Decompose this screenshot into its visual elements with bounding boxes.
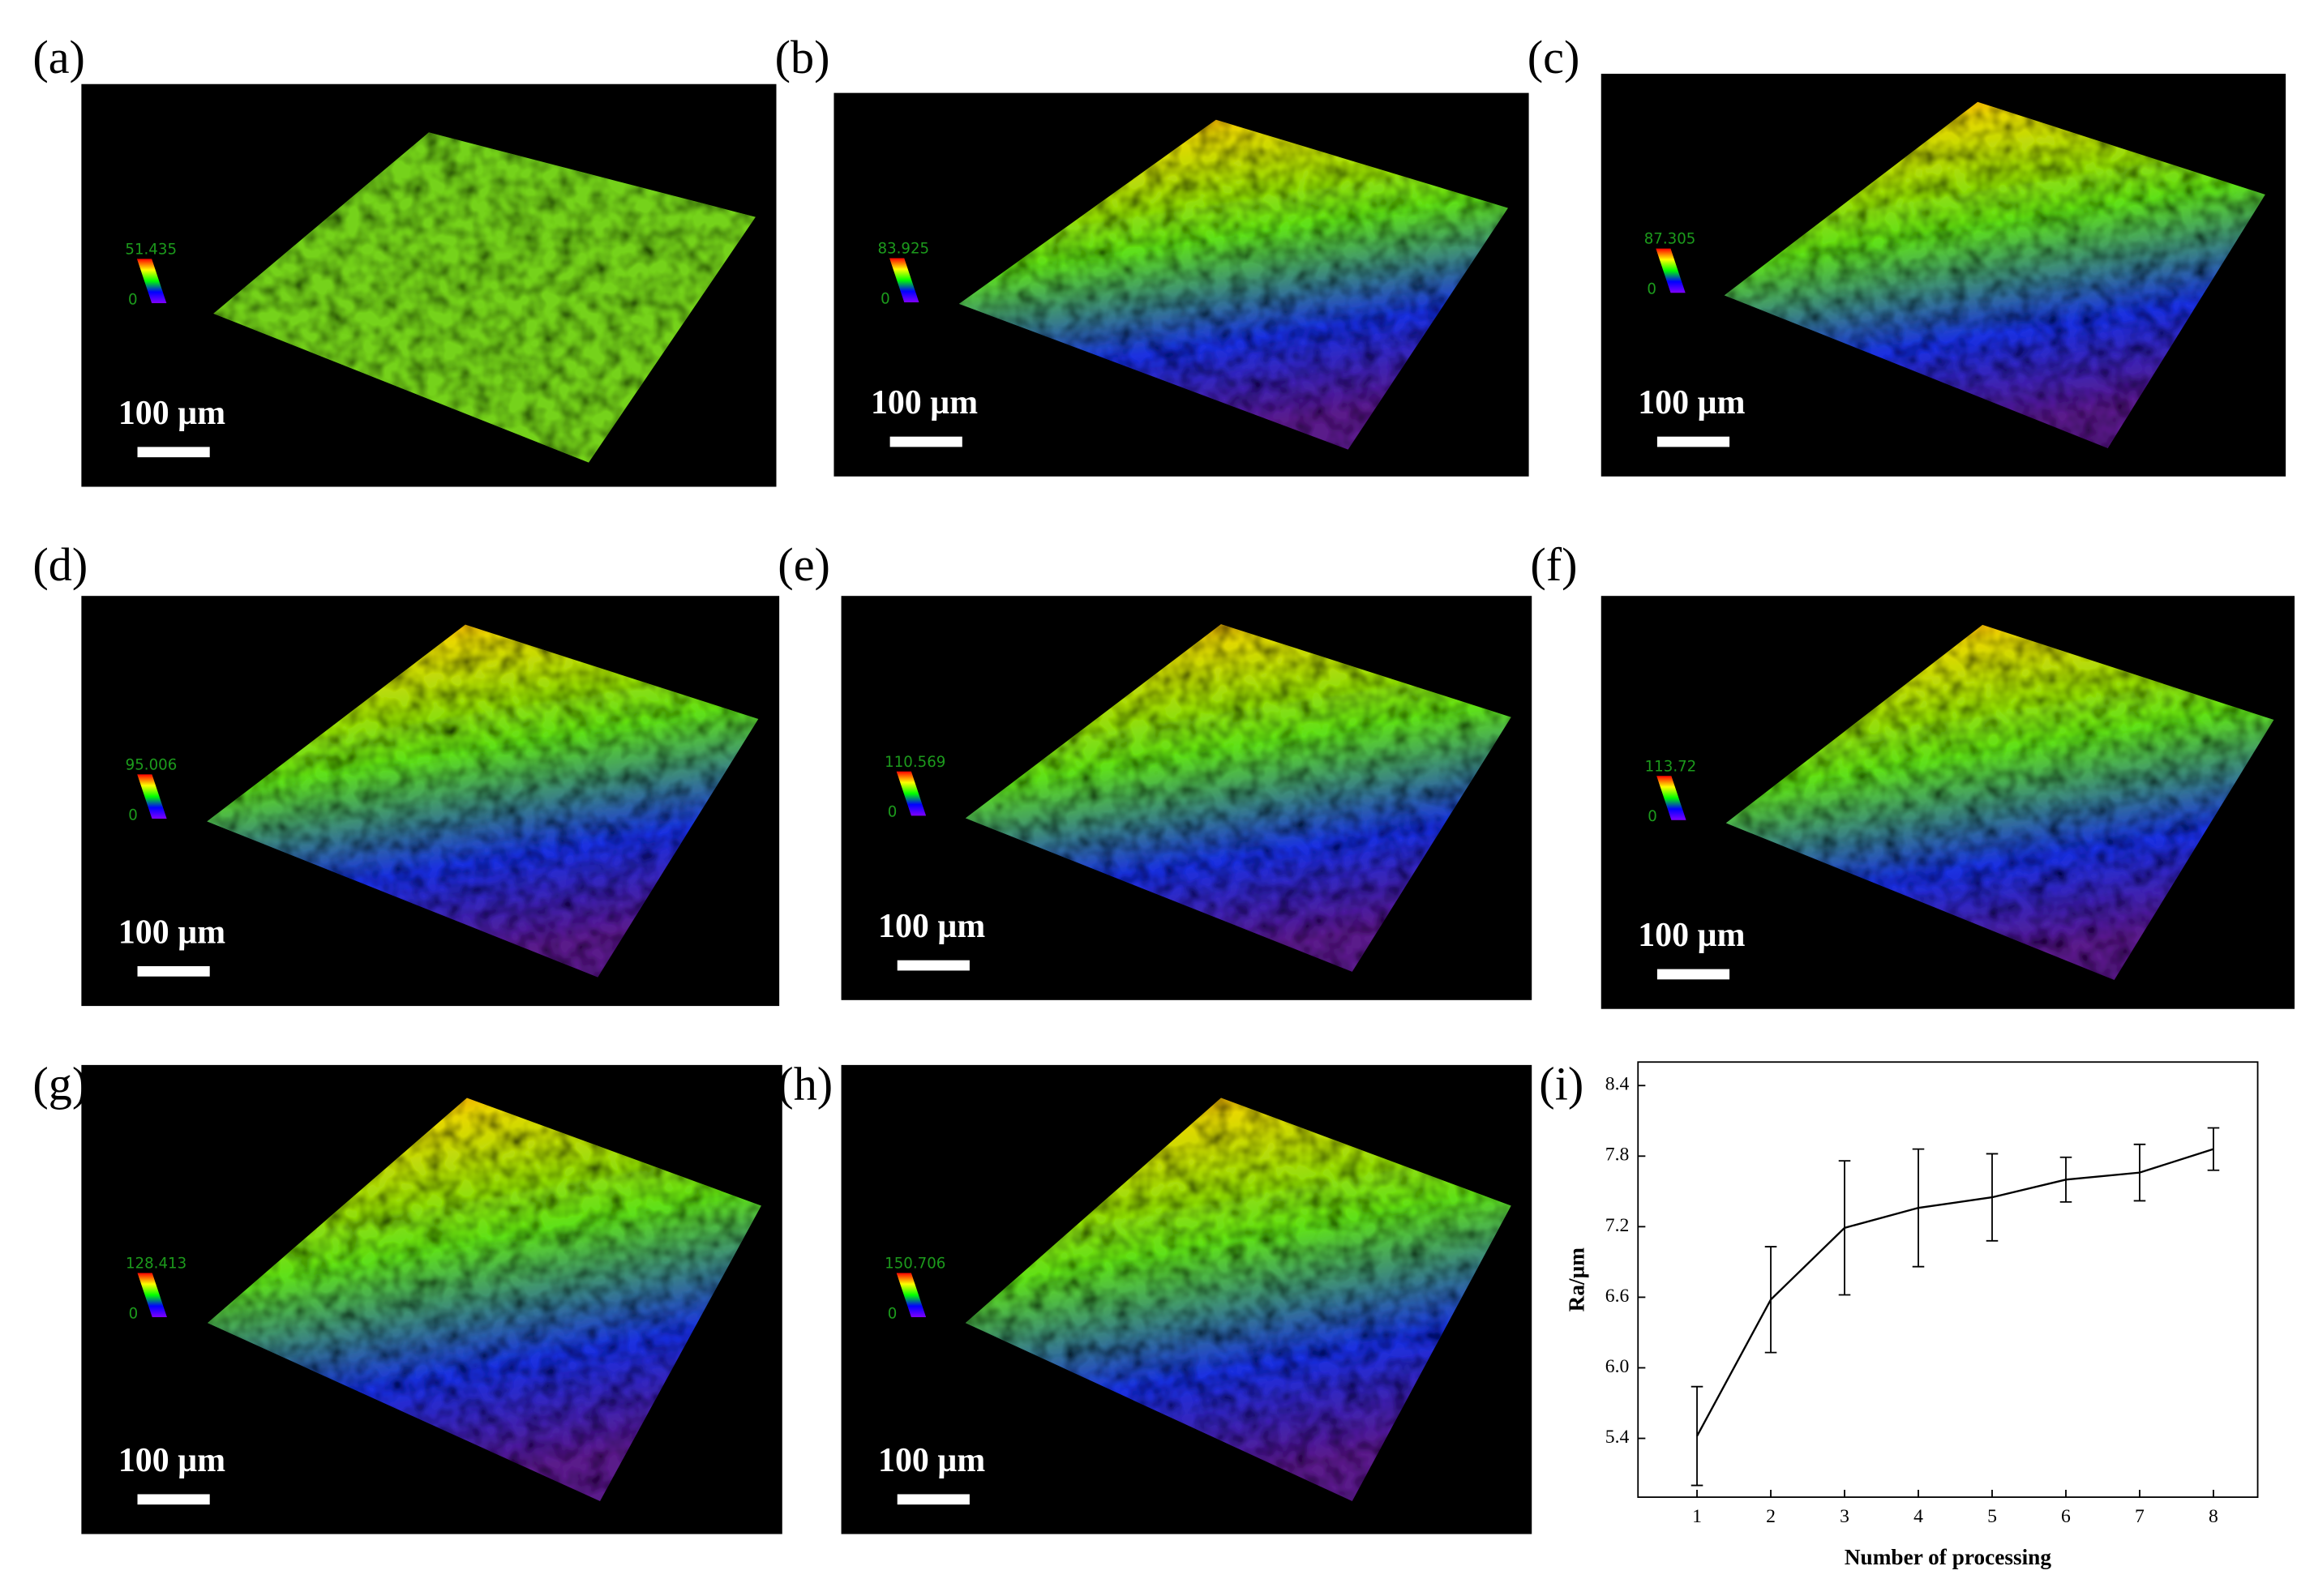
panel-label: (c) [1528,31,1580,83]
scale-bar-label: 100 µm [871,384,978,421]
y-tick-label: 6.6 [1605,1286,1630,1307]
scale-bar-label: 100 µm [118,1442,225,1479]
y-tick-label: 7.2 [1605,1215,1630,1236]
panel-label: (f) [1530,538,1577,591]
colorbar-min: 0 [888,804,898,821]
error-bar [2207,1127,2220,1171]
colorbar-min: 0 [1647,281,1656,298]
colorbar-max: 128.413 [126,1256,186,1273]
x-tick-label: 7 [2135,1506,2145,1527]
colorbar-min: 0 [1648,808,1657,825]
colorbar [896,1273,927,1318]
surface [207,624,759,978]
colorbar-max: 113.72 [1645,758,1697,775]
y-tick-label: 6.0 [1605,1356,1630,1377]
colorbar [137,774,167,819]
error-bar [1691,1385,1703,1487]
colorbar-max: 83.925 [877,241,929,258]
surface [1725,624,2274,981]
scale-bar-label: 100 µm [118,914,225,951]
error-bar [2133,1143,2146,1202]
scale-bar-label: 100 µm [1638,917,1745,954]
colorbar [137,1273,167,1318]
scale-bar [889,436,962,447]
surface [958,119,1508,450]
panel-label: (h) [778,1057,833,1110]
colorbar-min: 0 [128,291,138,308]
error-bar [2059,1156,2072,1203]
colorbar-min: 0 [129,1305,139,1322]
panel-label: (i) [1539,1057,1583,1110]
colorbar [136,259,167,303]
error-bar [1838,1160,1851,1296]
colorbar-max: 87.305 [1644,231,1696,248]
x-tick-label: 5 [1987,1506,1997,1527]
colorbar [1656,248,1686,293]
y-axis-label: Ra/µm [1565,1247,1589,1312]
scale-bar [1656,436,1730,447]
x-tick-label: 3 [1840,1506,1849,1527]
colorbar-max: 51.435 [125,241,177,258]
surface [965,1098,1511,1501]
y-tick-label: 5.4 [1605,1427,1630,1448]
x-tick-label: 1 [1692,1506,1702,1527]
surface [1724,101,2265,449]
panel-label: (e) [778,538,830,591]
x-tick-label: 2 [1766,1506,1776,1527]
colorbar-max: 95.006 [126,756,178,773]
colorbar-max: 150.706 [885,1256,945,1273]
x-tick-label: 8 [2209,1506,2218,1527]
panel-label: (d) [32,538,88,591]
scale-bar [897,1494,970,1505]
colorbar [889,258,919,303]
plot-frame [1637,1061,2259,1498]
surface [207,1098,761,1501]
surface-spots [213,132,756,463]
scale-bar-label: 100 µm [878,1442,985,1479]
scale-bar-label: 100 µm [118,395,225,432]
x-tick-label: 4 [1913,1506,1923,1527]
panel-label: (a) [32,31,85,83]
error-bar [1986,1153,1999,1242]
colorbar-min: 0 [881,290,890,307]
y-tick-label: 8.4 [1605,1074,1630,1095]
colorbar-max: 110.569 [885,754,945,771]
scale-bar [897,960,970,971]
colorbar [1656,776,1686,820]
scale-bar-label: 100 µm [1638,384,1745,421]
scale-bar [137,447,210,458]
scale-bar-label: 100 µm [878,908,985,945]
y-tick-label: 7.8 [1605,1145,1630,1166]
surface [965,624,1511,972]
error-bar [1912,1148,1925,1268]
panel-label: (g) [32,1057,88,1110]
x-axis-label: Number of processing [1845,1545,2051,1569]
colorbar [896,771,927,816]
panel-label: (b) [775,31,830,83]
x-tick-label: 6 [2061,1506,2071,1527]
scale-bar [137,965,210,977]
scale-bar [1656,969,1730,980]
colorbar-min: 0 [128,807,138,824]
error-bar [1764,1246,1777,1354]
colorbar-min: 0 [888,1305,898,1322]
scale-bar [137,1494,210,1505]
data-line [1695,1148,2214,1437]
